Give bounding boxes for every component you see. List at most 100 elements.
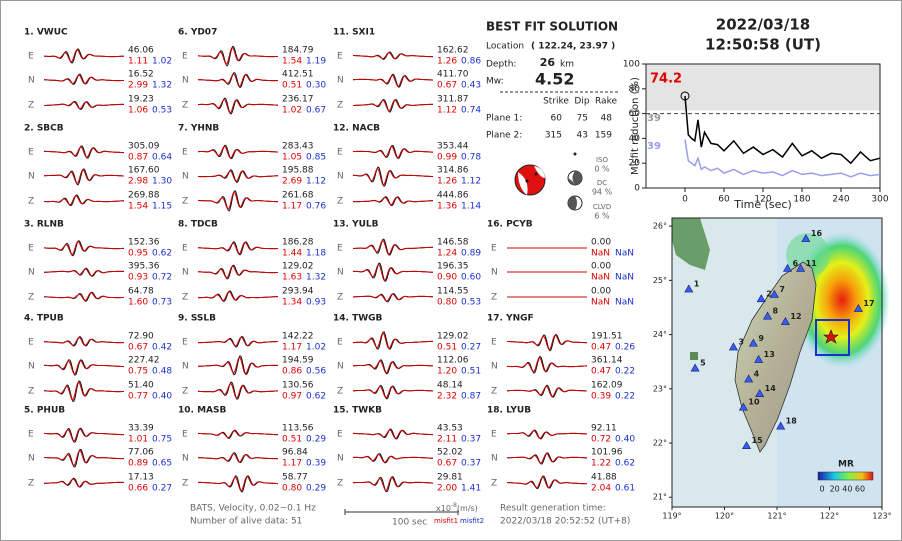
component-percent: 0 % <box>594 165 610 174</box>
synthetic-waveform <box>43 381 124 401</box>
y-tick-label: 60 <box>629 109 641 119</box>
misfit1: 1.22 <box>591 459 611 469</box>
misfit2: 0.30 <box>306 81 326 91</box>
component: N <box>28 454 35 464</box>
station-title: 5. PHUB <box>24 406 65 416</box>
amplitude: 29.81 <box>437 473 463 483</box>
station-marker <box>782 263 793 272</box>
dc-symbol <box>567 170 583 186</box>
misfit1: 0.67 <box>128 343 148 353</box>
station-title: 16. PCYB <box>487 220 533 230</box>
misfit2: 0.86 <box>461 57 481 67</box>
station-number: 4 <box>754 370 760 379</box>
misfit2: 0.93 <box>306 298 326 308</box>
synthetic-waveform <box>353 293 433 302</box>
synthetic-waveform <box>197 265 278 279</box>
misfit1: 1.06 <box>128 106 148 116</box>
amplitude: 269.88 <box>128 191 160 201</box>
misfit1: 0.80 <box>437 298 457 308</box>
amplitude: 314.86 <box>437 166 469 176</box>
amplitude: 46.06 <box>128 46 154 56</box>
misfit1: NaN <box>591 273 610 283</box>
plane-value: 48 <box>601 114 613 124</box>
beachball <box>514 164 546 196</box>
amplitude: 194.59 <box>282 356 314 366</box>
component: N <box>491 454 498 464</box>
station-marker <box>776 421 786 430</box>
synthetic-waveform <box>44 449 124 467</box>
station-number: 12 <box>790 312 801 321</box>
misfit2: 0.64 <box>152 153 172 163</box>
synthetic-waveform <box>44 240 124 256</box>
misfit2: 0.53 <box>152 106 172 116</box>
synthetic-waveform <box>43 74 124 85</box>
amplitude: 0.00 <box>591 262 611 272</box>
misfit1: 0.51 <box>282 81 302 91</box>
misfit2: 0.26 <box>615 343 635 353</box>
misfit2: 0.40 <box>152 392 172 402</box>
component: Z <box>28 479 34 489</box>
station-title: 9. SSLB <box>178 314 216 324</box>
map-x-label: 123° <box>872 512 891 521</box>
synthetic-waveform <box>43 478 125 488</box>
amplitude: 191.51 <box>591 332 623 342</box>
misfit1: 0.77 <box>128 392 148 402</box>
amplitude: 361.14 <box>591 356 623 366</box>
amplitude: 43.53 <box>437 424 463 434</box>
station-marker <box>684 284 694 293</box>
synthetic-waveform <box>198 170 279 182</box>
amplitude: 112.06 <box>437 356 469 366</box>
misfit2: NaN <box>615 273 634 283</box>
annotation: 39 <box>647 113 661 124</box>
location-label: Location <box>486 42 524 52</box>
station-marker <box>853 303 863 312</box>
misfit2: 1.02 <box>152 57 172 67</box>
station-title: 2. SBCB <box>24 124 64 134</box>
component-percent: 6 % <box>594 212 610 221</box>
scale-bar <box>344 509 459 515</box>
component: N <box>182 172 189 182</box>
station-marker <box>728 342 738 351</box>
misfit2: 0.53 <box>461 298 481 308</box>
map-y-label: 26° <box>653 222 667 231</box>
misfit2: 1.14 <box>461 202 481 212</box>
amplitude: 130.56 <box>282 381 314 391</box>
station-number: 5 <box>700 359 706 368</box>
plane-value: 43 <box>577 131 588 141</box>
station-marker <box>754 354 764 363</box>
station-number: 9 <box>758 334 764 343</box>
misfit1: 0.89 <box>128 459 148 469</box>
station-title: 1. VWUC <box>24 28 68 38</box>
colorbar-tick: 40 <box>842 485 852 494</box>
x-tick-label: 240 <box>832 195 849 205</box>
misfit2: 0.60 <box>461 273 481 283</box>
misfit1: 0.93 <box>128 273 148 283</box>
station-title: 12. NACB <box>333 124 380 134</box>
synthetic-waveform <box>197 191 278 210</box>
amplitude: 16.52 <box>128 70 154 80</box>
misfit2: 0.37 <box>461 435 481 445</box>
misfit1: 0.97 <box>282 392 302 402</box>
station-marker <box>763 311 773 320</box>
component: E <box>337 244 343 254</box>
station-title: 7. YHNB <box>178 124 219 134</box>
synthetic-waveform <box>352 264 433 281</box>
misfit2: 0.29 <box>306 484 326 494</box>
synthetic-waveform <box>197 46 279 65</box>
synthetic-waveform <box>198 383 279 399</box>
misfit1: 1.36 <box>437 202 457 212</box>
colorbar-tick: 20 <box>830 485 840 494</box>
misfit1: 1.34 <box>282 298 302 308</box>
amplitude: 0.00 <box>591 238 611 248</box>
component: N <box>491 268 498 278</box>
misfit1: 1.63 <box>282 273 302 283</box>
misfit2: 0.85 <box>306 153 326 163</box>
station-number: 2 <box>766 289 772 298</box>
component: Z <box>28 197 34 207</box>
misfit1: 1.54 <box>282 57 302 67</box>
synthetic-waveform <box>352 146 434 159</box>
component: Z <box>182 293 188 303</box>
misfit1: 0.47 <box>591 343 611 353</box>
station-number: 16 <box>811 229 823 238</box>
component: E <box>491 244 497 254</box>
